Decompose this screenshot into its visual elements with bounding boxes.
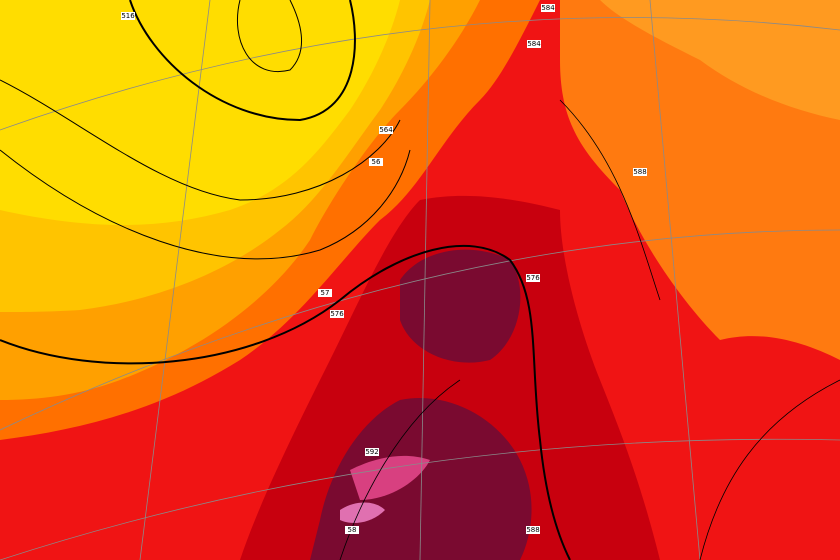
yellow-field [0, 0, 400, 225]
label-box [121, 12, 135, 20]
label-box [318, 289, 332, 297]
light-orange-field [600, 0, 840, 120]
contour-label: 57 [321, 289, 330, 297]
contour-label: 58 [348, 526, 357, 534]
label-box [526, 274, 540, 282]
label-box [330, 310, 344, 318]
contour-label: 56 [372, 158, 381, 166]
contour-label: 584 [541, 4, 555, 12]
contour-label: 588 [633, 168, 646, 176]
contour-label: 576 [526, 274, 540, 282]
label-box [369, 158, 383, 166]
label-box [345, 526, 359, 534]
contour-label: 588 [526, 526, 539, 534]
contour-labels: 516 564 56 576 57 584 584 576 588 588 58 592 [121, 4, 647, 534]
contour-label: 516 [121, 12, 135, 20]
label-box [527, 40, 541, 48]
contour-label: 592 [365, 448, 378, 456]
label-box [633, 168, 647, 176]
contour-label: 584 [527, 40, 541, 48]
pink-field [340, 502, 385, 523]
contour-label: 564 [379, 126, 393, 134]
label-box [365, 448, 379, 456]
label-box [379, 126, 393, 134]
contour-label: 576 [330, 310, 344, 318]
label-box [526, 526, 540, 534]
label-box [541, 4, 555, 12]
